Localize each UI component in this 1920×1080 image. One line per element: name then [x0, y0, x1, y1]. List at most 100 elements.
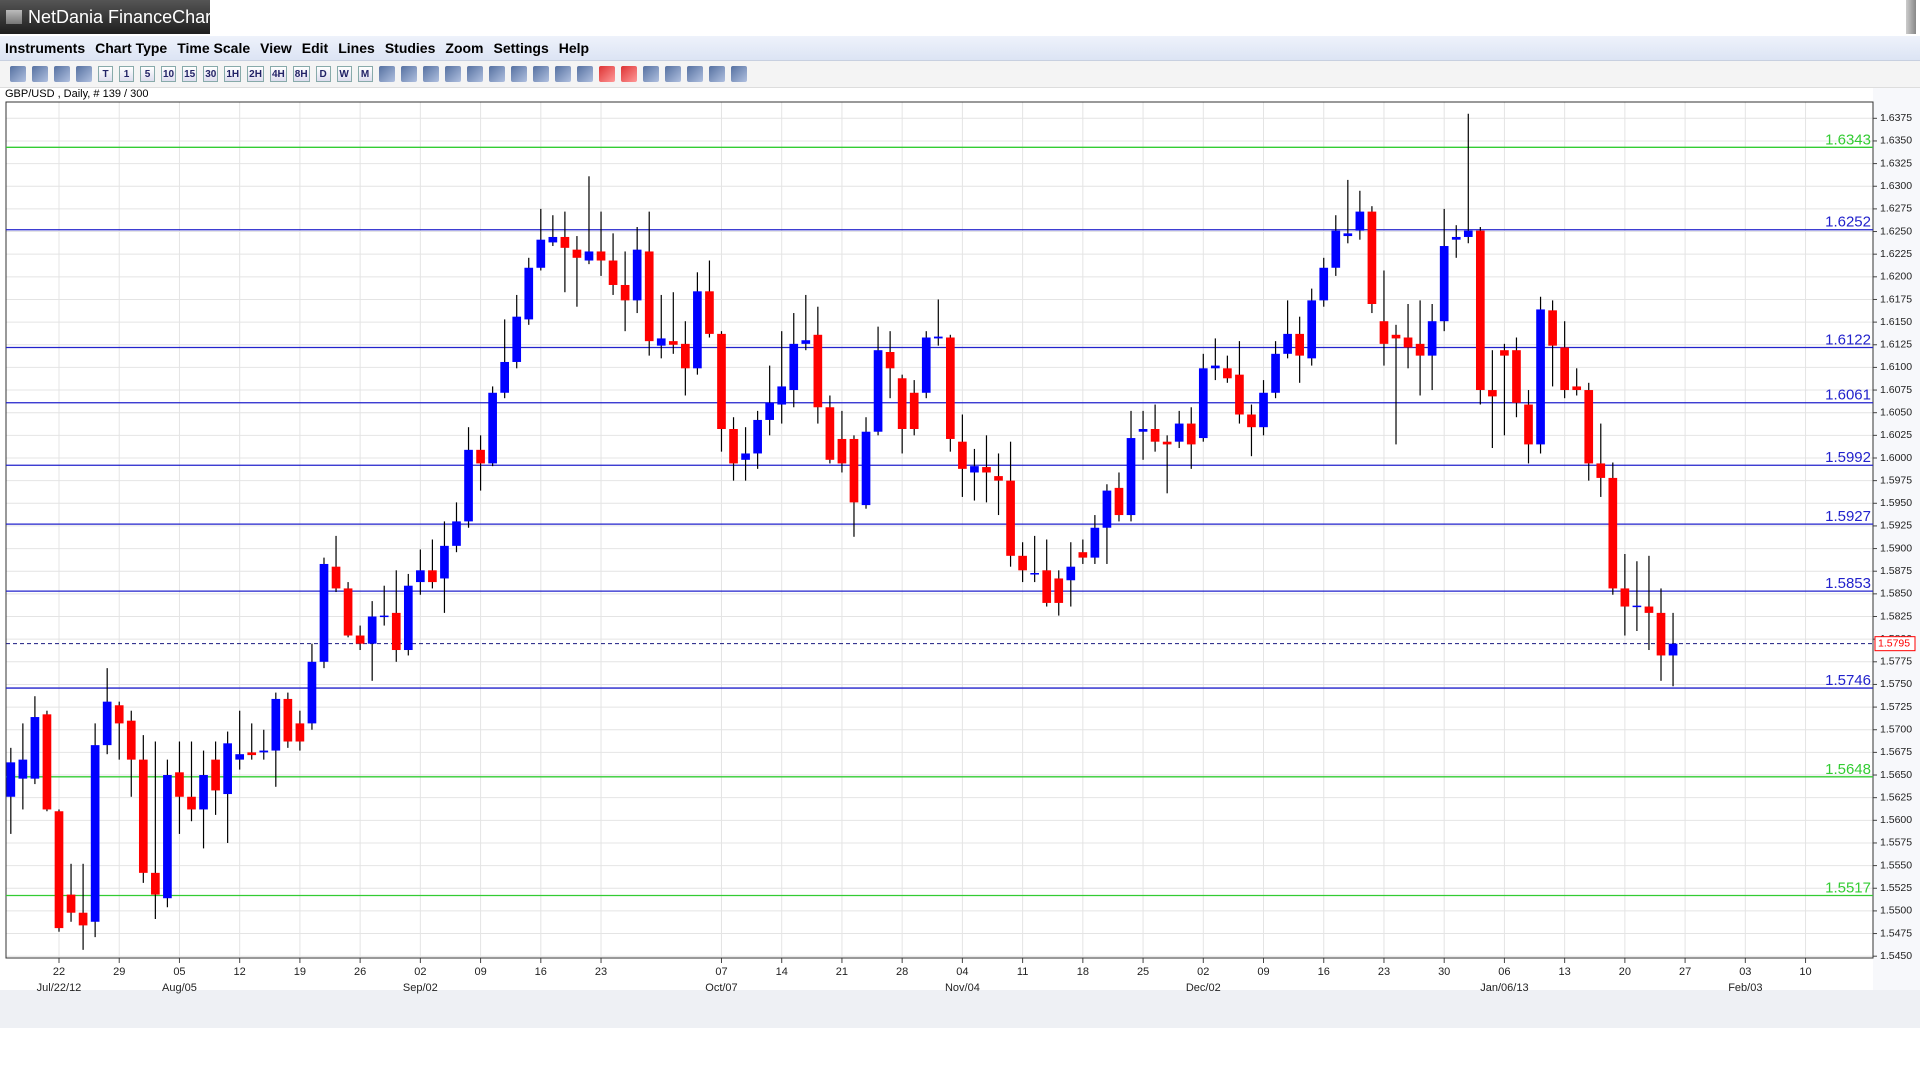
candle-body [1656, 612, 1666, 656]
candle-body [78, 912, 88, 926]
x-tick-label: 11 [1017, 966, 1028, 978]
toolbar-icon[interactable] [422, 66, 439, 82]
y-tick-label: 1.5500 [1880, 905, 1912, 917]
y-tick-label: 1.6175 [1880, 293, 1912, 305]
toolbar-icon[interactable] [554, 66, 571, 82]
timescale-button[interactable]: 30 [203, 66, 219, 82]
candle-body [211, 759, 220, 791]
candle-body [741, 453, 750, 460]
candle-body [1307, 300, 1317, 359]
app-tab[interactable]: NetDania FinanceChar [0, 0, 210, 34]
candle-body [1475, 230, 1485, 391]
y-tick-label: 1.5675 [1880, 746, 1912, 758]
timescale-button[interactable]: 5 [140, 66, 155, 82]
y-tick-label: 1.6100 [1880, 361, 1912, 373]
timescale-button[interactable]: 8H [292, 66, 310, 82]
toolbar-icon[interactable] [444, 66, 461, 82]
toolbar-icon[interactable] [76, 66, 92, 82]
timescale-button[interactable]: M [357, 66, 373, 82]
toolbar-icon[interactable] [32, 66, 48, 82]
toolbar-icon[interactable] [576, 66, 593, 82]
candle-body [897, 378, 907, 430]
candle-body [560, 236, 570, 248]
menu-item[interactable]: Instruments [5, 40, 86, 56]
toolbar-icon[interactable] [730, 66, 747, 82]
x-tick-label: 09 [474, 966, 486, 978]
timescale-button[interactable]: 1 [119, 66, 134, 82]
y-tick-label: 1.5875 [1880, 565, 1912, 577]
candle-body [1042, 570, 1052, 603]
toolbar-icon[interactable] [598, 66, 615, 82]
y-tick-label: 1.5575 [1880, 837, 1912, 849]
timescale-button[interactable]: 2H [247, 66, 264, 82]
toolbar-icon[interactable] [488, 66, 505, 82]
candle-body [693, 291, 702, 369]
candle-body [921, 337, 931, 393]
candle-body [970, 466, 979, 473]
chart-background [0, 88, 1920, 1028]
timescale-button[interactable]: W [336, 66, 352, 82]
toolbar-icon[interactable] [510, 66, 527, 82]
candle-body [596, 251, 606, 261]
candle-body [681, 343, 690, 369]
toolbar-icon[interactable] [664, 66, 681, 82]
menu-item[interactable]: Settings [493, 40, 549, 56]
y-tick-label: 1.5525 [1880, 882, 1912, 894]
candle-body [1259, 392, 1268, 428]
last-price-box [1874, 636, 1916, 652]
x-month-label: Nov/04 [945, 982, 980, 994]
timescale-button[interactable]: 1H [224, 66, 242, 82]
candle-body [1235, 374, 1244, 415]
menu-bar: Instruments Chart Type Time Scale View Edit L… [0, 36, 1920, 61]
toolbar-icon[interactable] [466, 66, 483, 82]
toolbar-icon[interactable] [686, 66, 703, 82]
timescale-button[interactable]: 15 [182, 66, 198, 82]
menu-item[interactable]: Chart Type [95, 40, 168, 56]
candle-body [428, 570, 437, 583]
candle-body [717, 333, 726, 430]
toolbar-icon[interactable] [378, 66, 395, 82]
toolbar-icon[interactable] [620, 66, 637, 82]
x-tick-label: 02 [1197, 966, 1209, 978]
candle-body [1295, 333, 1304, 356]
timescale-button[interactable]: 4H [269, 66, 287, 82]
toolbar-icon[interactable] [400, 66, 417, 82]
menu-item[interactable]: Zoom [445, 40, 484, 56]
candle-body [946, 337, 955, 439]
candle-body [355, 635, 365, 644]
x-tick-label: 10 [1799, 966, 1811, 978]
candle-body [1319, 267, 1329, 301]
candle-body [235, 754, 245, 760]
level-label: 1.5746 [1825, 672, 1871, 689]
menu-item[interactable]: Edit [301, 40, 329, 56]
x-month-label: Jan/06/13 [1480, 982, 1528, 994]
candle-body [1247, 414, 1256, 428]
toolbar-icon[interactable] [532, 66, 549, 82]
y-tick-label: 1.6300 [1880, 180, 1912, 192]
toolbar-icon[interactable] [708, 66, 725, 82]
candle-body [753, 419, 762, 454]
menu-item[interactable]: Help [558, 40, 590, 56]
candle-body [1030, 573, 1039, 575]
toolbar-icon[interactable] [642, 66, 659, 82]
menu-item[interactable]: Studies [384, 40, 436, 56]
candle-body [163, 775, 172, 899]
candle-body [1608, 477, 1618, 589]
menu-item[interactable]: Time Scale [177, 40, 251, 56]
candle-body [1198, 368, 1208, 439]
candle-body [825, 407, 835, 460]
level-label: 1.5517 [1825, 879, 1871, 896]
menu-item[interactable]: View [260, 40, 292, 56]
candle-body [223, 743, 232, 795]
timescale-button[interactable]: T [98, 66, 113, 82]
toolbar-icon[interactable] [10, 66, 26, 82]
toolbar-icon[interactable] [54, 66, 70, 82]
menu-item[interactable]: Lines [338, 40, 375, 56]
y-tick-label: 1.5825 [1880, 610, 1912, 622]
y-tick-label: 1.6225 [1880, 248, 1912, 260]
timescale-button[interactable]: 10 [161, 66, 177, 82]
candle-body [705, 291, 714, 334]
level-label: 1.6061 [1825, 387, 1871, 404]
timescale-button[interactable]: D [315, 66, 331, 82]
level-label: 1.5992 [1825, 449, 1871, 466]
